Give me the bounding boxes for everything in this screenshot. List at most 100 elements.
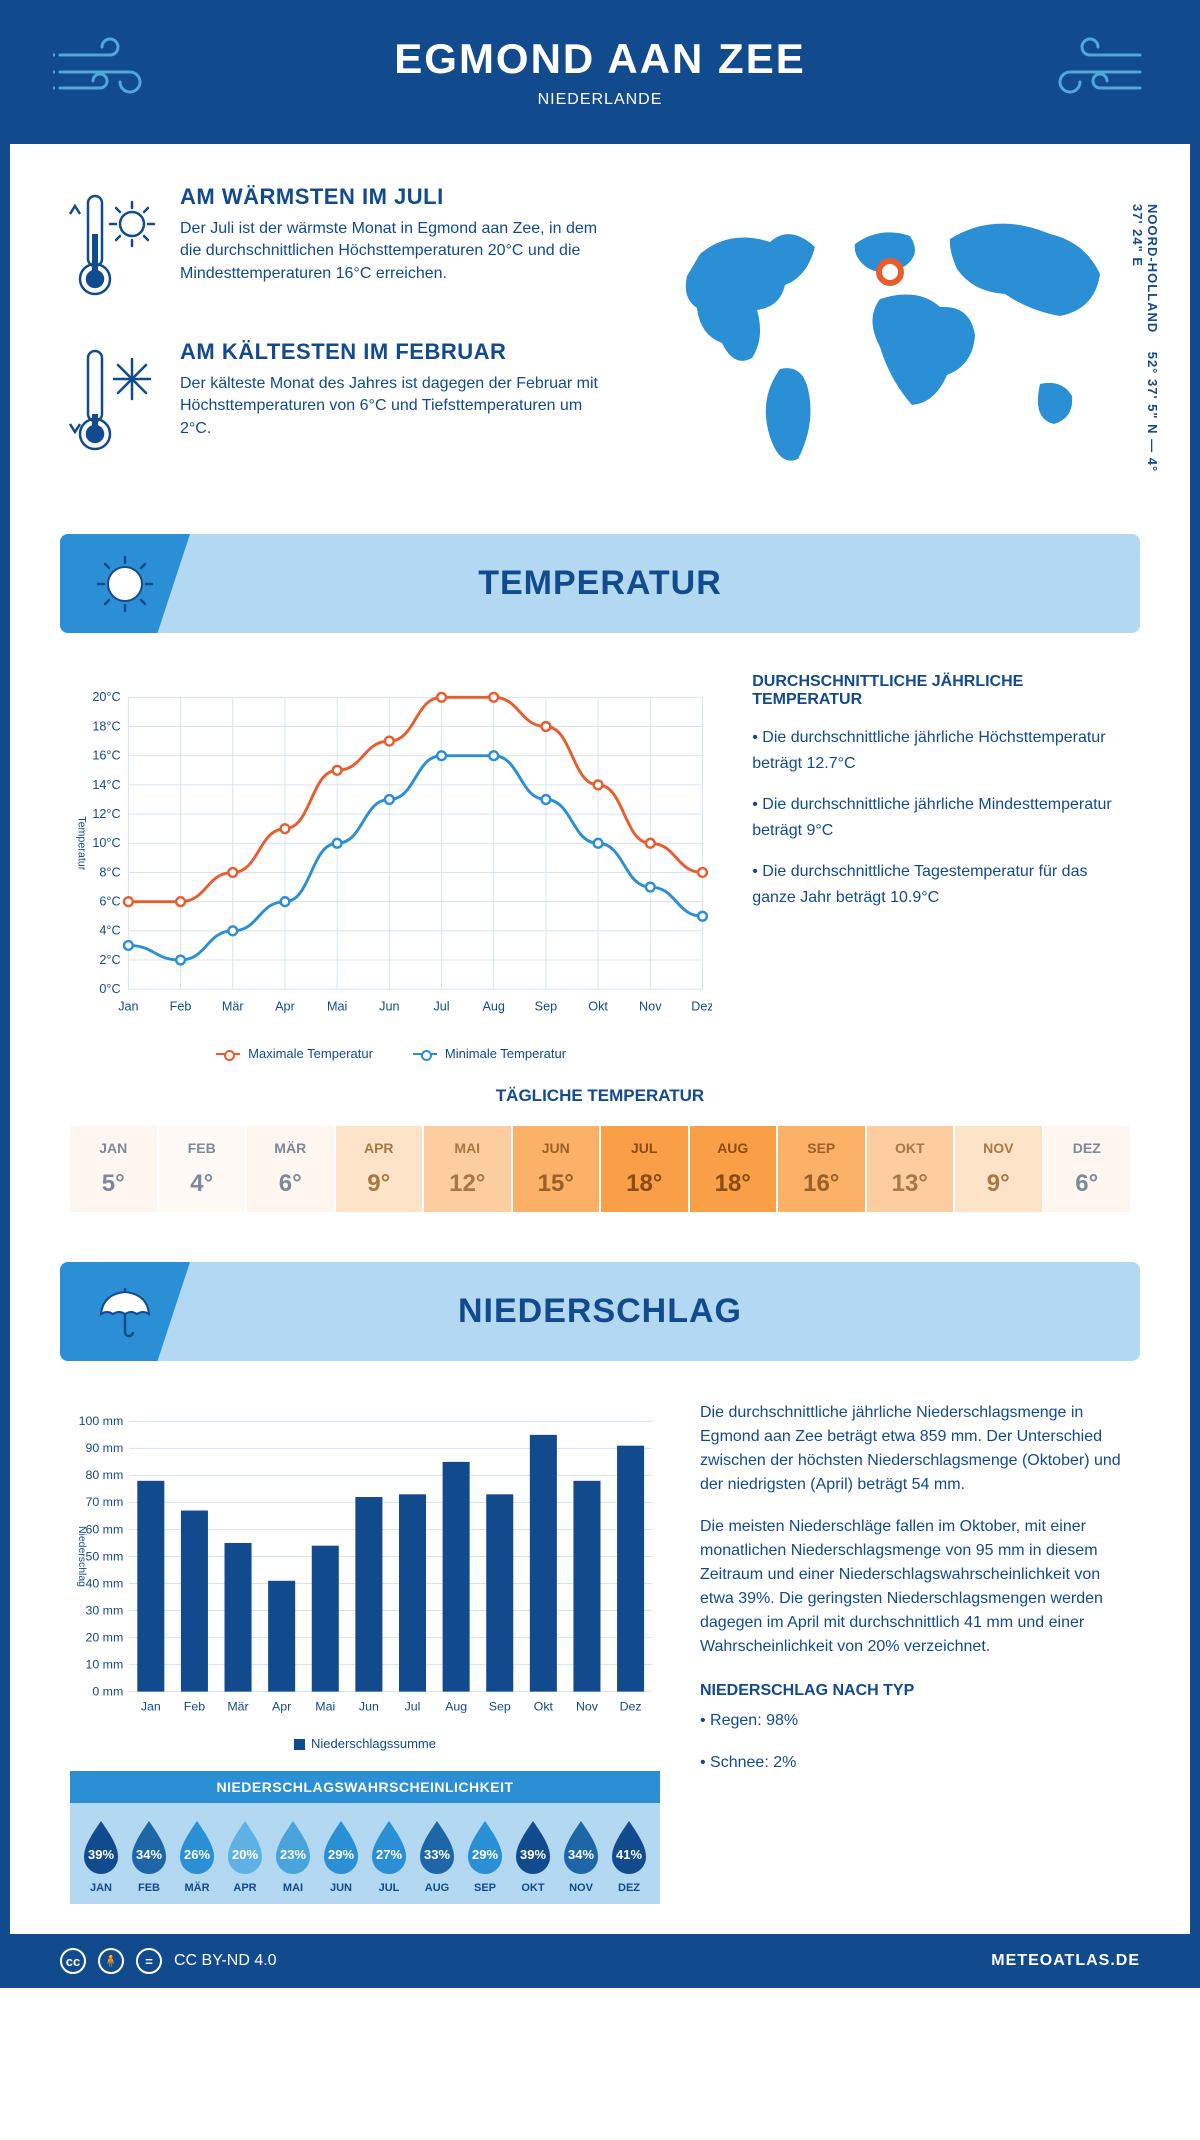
svg-text:Nov: Nov [576, 1700, 599, 1714]
temp-cell: FEB4° [159, 1126, 246, 1212]
section-title: NIEDERSCHLAG [100, 1292, 1100, 1331]
section-title: TEMPERATUR [100, 564, 1100, 603]
prob-drop: 33%AUG [414, 1817, 460, 1894]
svg-text:Jun: Jun [359, 1700, 379, 1714]
temperature-info: DURCHSCHNITTLICHE JÄHRLICHE TEMPERATUR •… [752, 673, 1130, 1061]
svg-text:70 mm: 70 mm [86, 1495, 124, 1509]
svg-text:Jul: Jul [405, 1700, 421, 1714]
prob-drop: 41%DEZ [606, 1817, 652, 1894]
page-header: EGMOND AAN ZEE NIEDERLANDE [10, 0, 1190, 144]
chart-legend: Maximale Temperatur Minimale Temperatur [70, 1046, 712, 1061]
prob-drop: 23%MAI [270, 1817, 316, 1894]
svg-text:14°C: 14°C [92, 778, 120, 792]
temp-cell: DEZ6° [1044, 1126, 1131, 1212]
temp-cell: MAI12° [424, 1126, 511, 1212]
precipitation-banner: NIEDERSCHLAG [60, 1262, 1140, 1361]
svg-text:12°C: 12°C [92, 807, 120, 821]
svg-text:20°C: 20°C [92, 690, 120, 704]
temp-cell: APR9° [336, 1126, 423, 1212]
prob-drop: 34%NOV [558, 1817, 604, 1894]
thermometer-cold-icon [60, 339, 160, 464]
svg-text:6°C: 6°C [99, 895, 120, 909]
wind-icon [50, 30, 160, 115]
warmest-title: AM WÄRMSTEN IM JULI [180, 184, 610, 210]
daily-temp-title: TÄGLICHE TEMPERATUR [70, 1086, 1130, 1106]
sun-icon [60, 534, 190, 633]
coldest-text: Der kälteste Monat des Jahres ist dagege… [180, 373, 610, 440]
site-name: METEOATLAS.DE [991, 1952, 1140, 1970]
svg-text:8°C: 8°C [99, 865, 120, 879]
svg-text:34%: 34% [568, 1847, 594, 1862]
temp-cell: NOV9° [955, 1126, 1042, 1212]
svg-text:27%: 27% [376, 1847, 402, 1862]
svg-text:80 mm: 80 mm [86, 1468, 124, 1482]
svg-text:Sep: Sep [535, 1000, 557, 1014]
svg-text:Temperatur: Temperatur [76, 816, 88, 870]
svg-text:39%: 39% [88, 1847, 114, 1862]
wind-icon [1040, 30, 1150, 115]
bar-legend: Niederschlagssumme [70, 1736, 660, 1751]
coldest-block: AM KÄLTESTEN IM FEBRUAR Der kälteste Mon… [60, 339, 610, 464]
svg-text:20%: 20% [232, 1847, 258, 1862]
svg-text:Dez: Dez [691, 1000, 712, 1014]
temp-cell: AUG18° [690, 1126, 777, 1212]
nd-icon: = [136, 1948, 162, 1974]
svg-text:Jul: Jul [433, 1000, 449, 1014]
svg-text:Mär: Mär [222, 1000, 244, 1014]
coordinates: NOORD-HOLLAND 52° 37' 5" N — 4° 37' 24" … [1130, 204, 1160, 494]
prob-drop: 29%SEP [462, 1817, 508, 1894]
svg-text:Jun: Jun [379, 1000, 399, 1014]
svg-text:Nov: Nov [639, 1000, 662, 1014]
svg-text:30 mm: 30 mm [86, 1603, 124, 1617]
intro-section: AM WÄRMSTEN IM JULI Der Juli ist der wär… [10, 144, 1190, 524]
svg-text:20 mm: 20 mm [86, 1630, 124, 1644]
prob-drop: 39%JAN [78, 1817, 124, 1894]
thermometer-hot-icon [60, 184, 160, 309]
svg-text:26%: 26% [184, 1847, 210, 1862]
svg-text:Okt: Okt [588, 1000, 608, 1014]
temperature-line-chart: 0°C2°C4°C6°C8°C10°C12°C14°C16°C18°C20°CJ… [70, 673, 712, 1061]
svg-text:10 mm: 10 mm [86, 1657, 124, 1671]
prob-drop: 26%MÄR [174, 1817, 220, 1894]
type-bullet: • Schnee: 2% [700, 1751, 1130, 1775]
svg-text:Okt: Okt [534, 1700, 554, 1714]
svg-text:0°C: 0°C [99, 982, 120, 996]
info-bullet: • Die durchschnittliche Tagestemperatur … [752, 859, 1130, 910]
svg-text:33%: 33% [424, 1847, 450, 1862]
svg-text:40 mm: 40 mm [86, 1576, 124, 1590]
prob-drop: 39%OKT [510, 1817, 556, 1894]
daily-temperature-table: TÄGLICHE TEMPERATUR JAN5°FEB4°MÄR6°APR9°… [10, 1076, 1190, 1252]
svg-text:Mär: Mär [227, 1700, 248, 1714]
temp-cell: MÄR6° [247, 1126, 334, 1212]
info-bullet: • Die durchschnittliche jährliche Höchst… [752, 725, 1130, 776]
temp-cell: JAN5° [70, 1126, 157, 1212]
svg-text:34%: 34% [136, 1847, 162, 1862]
svg-text:29%: 29% [472, 1847, 498, 1862]
svg-text:Jan: Jan [141, 1700, 161, 1714]
svg-text:39%: 39% [520, 1847, 546, 1862]
coldest-title: AM KÄLTESTEN IM FEBRUAR [180, 339, 610, 365]
umbrella-icon [60, 1262, 190, 1361]
world-map [640, 184, 1140, 489]
svg-text:2°C: 2°C [99, 953, 120, 967]
precip-type-title: NIEDERSCHLAG NACH TYP [700, 1679, 1130, 1703]
svg-text:Niederschlag: Niederschlag [76, 1526, 87, 1587]
svg-text:29%: 29% [328, 1847, 354, 1862]
temp-cell: SEP16° [778, 1126, 865, 1212]
svg-text:Feb: Feb [184, 1700, 205, 1714]
precipitation-text: Die durchschnittliche jährliche Niedersc… [700, 1401, 1130, 1904]
license-text: CC BY-ND 4.0 [174, 1952, 277, 1970]
svg-text:4°C: 4°C [99, 924, 120, 938]
svg-text:60 mm: 60 mm [86, 1522, 124, 1536]
cc-icon: cc [60, 1948, 86, 1974]
svg-text:Dez: Dez [620, 1700, 642, 1714]
svg-text:100 mm: 100 mm [79, 1414, 124, 1428]
precip-para-2: Die meisten Niederschläge fallen im Okto… [700, 1515, 1130, 1659]
svg-text:0 mm: 0 mm [92, 1684, 123, 1698]
page-footer: cc 🧍 = CC BY-ND 4.0 METEOATLAS.DE [10, 1934, 1190, 1988]
svg-text:23%: 23% [280, 1847, 306, 1862]
precip-para-1: Die durchschnittliche jährliche Niedersc… [700, 1401, 1130, 1497]
warmest-text: Der Juli ist der wärmste Monat in Egmond… [180, 218, 610, 285]
svg-text:Aug: Aug [482, 1000, 504, 1014]
info-bullet: • Die durchschnittliche jährliche Mindes… [752, 792, 1130, 843]
